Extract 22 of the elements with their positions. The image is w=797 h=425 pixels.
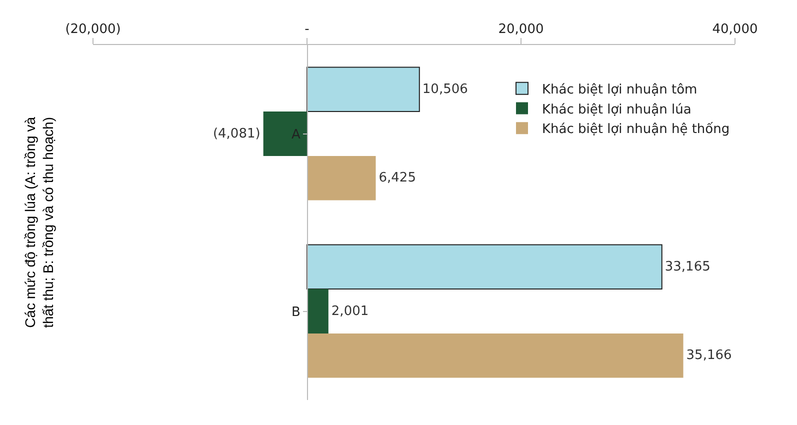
legend-label: Khác biệt lợi nhuận tôm	[542, 82, 698, 98]
legend-label: Khác biệt lợi nhuận hệ thống	[542, 122, 730, 138]
x-tick-label: -	[304, 22, 310, 37]
x-tick-label: 20,000	[498, 22, 544, 37]
legend-label: Khác biệt lợi nhuận lúa	[542, 102, 692, 118]
bar	[307, 333, 684, 378]
y-tick-label: A	[291, 127, 300, 142]
data-label: 35,166	[686, 348, 732, 364]
bar	[306, 244, 662, 290]
x-tick-label: 40,000	[712, 22, 758, 37]
data-label: 33,165	[664, 259, 710, 274]
data-label: 2,001	[331, 304, 369, 319]
x-tick-label: (20,000)	[65, 22, 121, 37]
bar	[307, 156, 376, 200]
y-axis-title: Các mức độ trồng lúa (A: trồng và thất thu; B: trồng và có thu hoạch)	[22, 116, 56, 328]
data-label: 10,506	[422, 82, 468, 97]
data-label: (4,081)	[212, 126, 260, 142]
y-tick-label: B	[291, 304, 300, 320]
data-label: 6,425	[378, 170, 416, 186]
bar	[306, 66, 420, 112]
bar	[307, 289, 328, 334]
bar	[263, 112, 307, 156]
